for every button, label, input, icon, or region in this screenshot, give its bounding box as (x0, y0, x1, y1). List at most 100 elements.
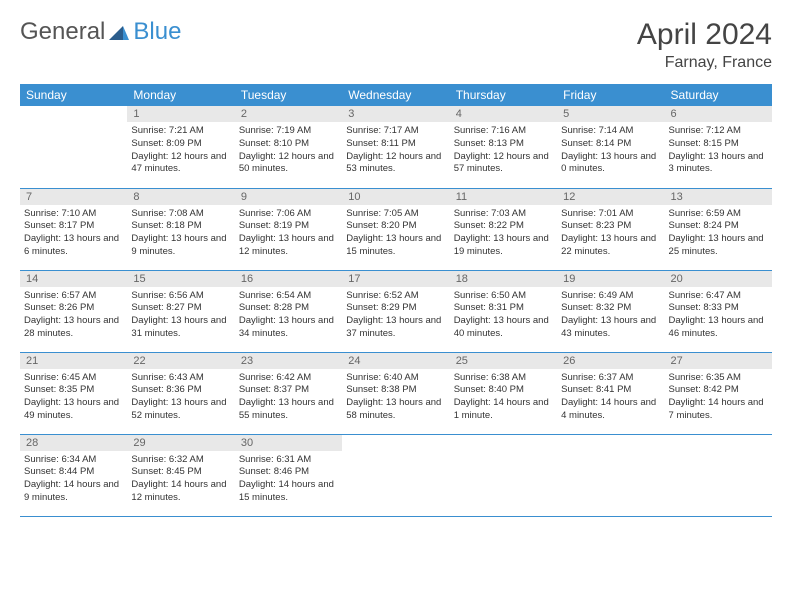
sunrise-line: Sunrise: 6:45 AM (24, 372, 123, 385)
calendar-cell: 5Sunrise: 7:14 AMSunset: 8:14 PMDaylight… (557, 106, 664, 188)
day-number: 11 (450, 189, 557, 205)
sunset-line: Sunset: 8:13 PM (454, 138, 553, 151)
daylight-line: Daylight: 14 hours and 9 minutes. (24, 479, 123, 505)
calendar-cell: 6Sunrise: 7:12 AMSunset: 8:15 PMDaylight… (665, 106, 772, 188)
day-details: Sunrise: 6:42 AMSunset: 8:37 PMDaylight:… (235, 369, 342, 425)
day-number: 24 (342, 353, 449, 369)
sunrise-line: Sunrise: 6:50 AM (454, 290, 553, 303)
day-number: 7 (20, 189, 127, 205)
day-number: 14 (20, 271, 127, 287)
sunrise-line: Sunrise: 7:01 AM (561, 208, 660, 221)
day-number: 13 (665, 189, 772, 205)
sunset-line: Sunset: 8:17 PM (24, 220, 123, 233)
day-details: Sunrise: 6:45 AMSunset: 8:35 PMDaylight:… (20, 369, 127, 425)
daylight-line: Daylight: 13 hours and 25 minutes. (669, 233, 768, 259)
sunset-line: Sunset: 8:29 PM (346, 302, 445, 315)
daylight-line: Daylight: 13 hours and 12 minutes. (239, 233, 338, 259)
weekday-header: Thursday (450, 84, 557, 106)
daylight-line: Daylight: 13 hours and 58 minutes. (346, 397, 445, 423)
day-details: Sunrise: 6:47 AMSunset: 8:33 PMDaylight:… (665, 287, 772, 343)
calendar-cell: 22Sunrise: 6:43 AMSunset: 8:36 PMDayligh… (127, 352, 234, 434)
calendar-cell: 13Sunrise: 6:59 AMSunset: 8:24 PMDayligh… (665, 188, 772, 270)
day-details: Sunrise: 6:57 AMSunset: 8:26 PMDaylight:… (20, 287, 127, 343)
day-details: Sunrise: 6:40 AMSunset: 8:38 PMDaylight:… (342, 369, 449, 425)
calendar-row: 1Sunrise: 7:21 AMSunset: 8:09 PMDaylight… (20, 106, 772, 188)
day-number: 2 (235, 106, 342, 122)
sunset-line: Sunset: 8:24 PM (669, 220, 768, 233)
sunset-line: Sunset: 8:15 PM (669, 138, 768, 151)
day-details: Sunrise: 6:37 AMSunset: 8:41 PMDaylight:… (557, 369, 664, 425)
page-title: April 2024 (637, 18, 772, 52)
day-details: Sunrise: 6:50 AMSunset: 8:31 PMDaylight:… (450, 287, 557, 343)
calendar-cell: 15Sunrise: 6:56 AMSunset: 8:27 PMDayligh… (127, 270, 234, 352)
daylight-line: Daylight: 13 hours and 22 minutes. (561, 233, 660, 259)
day-details: Sunrise: 6:49 AMSunset: 8:32 PMDaylight:… (557, 287, 664, 343)
daylight-line: Daylight: 13 hours and 3 minutes. (669, 151, 768, 177)
weekday-header: Monday (127, 84, 234, 106)
day-details: Sunrise: 7:10 AMSunset: 8:17 PMDaylight:… (20, 205, 127, 261)
day-number: 4 (450, 106, 557, 122)
calendar-cell: 26Sunrise: 6:37 AMSunset: 8:41 PMDayligh… (557, 352, 664, 434)
day-details: Sunrise: 7:12 AMSunset: 8:15 PMDaylight:… (665, 122, 772, 178)
calendar-cell: 23Sunrise: 6:42 AMSunset: 8:37 PMDayligh… (235, 352, 342, 434)
day-details: Sunrise: 7:16 AMSunset: 8:13 PMDaylight:… (450, 122, 557, 178)
calendar-row: 14Sunrise: 6:57 AMSunset: 8:26 PMDayligh… (20, 270, 772, 352)
calendar-cell (665, 434, 772, 516)
daylight-line: Daylight: 13 hours and 49 minutes. (24, 397, 123, 423)
sunrise-line: Sunrise: 6:37 AM (561, 372, 660, 385)
weekday-header: Wednesday (342, 84, 449, 106)
daylight-line: Daylight: 12 hours and 50 minutes. (239, 151, 338, 177)
day-number: 20 (665, 271, 772, 287)
sunrise-line: Sunrise: 6:38 AM (454, 372, 553, 385)
day-details: Sunrise: 6:52 AMSunset: 8:29 PMDaylight:… (342, 287, 449, 343)
calendar-cell: 27Sunrise: 6:35 AMSunset: 8:42 PMDayligh… (665, 352, 772, 434)
calendar-cell: 17Sunrise: 6:52 AMSunset: 8:29 PMDayligh… (342, 270, 449, 352)
sunset-line: Sunset: 8:23 PM (561, 220, 660, 233)
day-details: Sunrise: 7:14 AMSunset: 8:14 PMDaylight:… (557, 122, 664, 178)
day-number: 1 (127, 106, 234, 122)
calendar-cell: 20Sunrise: 6:47 AMSunset: 8:33 PMDayligh… (665, 270, 772, 352)
weekday-header: Sunday (20, 84, 127, 106)
sunrise-line: Sunrise: 7:21 AM (131, 125, 230, 138)
day-number: 15 (127, 271, 234, 287)
calendar-cell: 30Sunrise: 6:31 AMSunset: 8:46 PMDayligh… (235, 434, 342, 516)
weekday-header: Tuesday (235, 84, 342, 106)
calendar-cell (450, 434, 557, 516)
sunrise-line: Sunrise: 6:31 AM (239, 454, 338, 467)
day-details: Sunrise: 7:01 AMSunset: 8:23 PMDaylight:… (557, 205, 664, 261)
logo: General Blue (20, 18, 181, 46)
calendar-cell: 24Sunrise: 6:40 AMSunset: 8:38 PMDayligh… (342, 352, 449, 434)
day-details: Sunrise: 6:35 AMSunset: 8:42 PMDaylight:… (665, 369, 772, 425)
sunrise-line: Sunrise: 7:10 AM (24, 208, 123, 221)
sunset-line: Sunset: 8:20 PM (346, 220, 445, 233)
sunset-line: Sunset: 8:11 PM (346, 138, 445, 151)
sunset-line: Sunset: 8:18 PM (131, 220, 230, 233)
sunrise-line: Sunrise: 6:35 AM (669, 372, 768, 385)
day-number: 16 (235, 271, 342, 287)
daylight-line: Daylight: 13 hours and 40 minutes. (454, 315, 553, 341)
logo-word-2: Blue (133, 18, 181, 46)
daylight-line: Daylight: 13 hours and 0 minutes. (561, 151, 660, 177)
sunset-line: Sunset: 8:10 PM (239, 138, 338, 151)
daylight-line: Daylight: 14 hours and 4 minutes. (561, 397, 660, 423)
day-details: Sunrise: 7:17 AMSunset: 8:11 PMDaylight:… (342, 122, 449, 178)
sunset-line: Sunset: 8:45 PM (131, 466, 230, 479)
calendar-cell: 9Sunrise: 7:06 AMSunset: 8:19 PMDaylight… (235, 188, 342, 270)
calendar-body: 1Sunrise: 7:21 AMSunset: 8:09 PMDaylight… (20, 106, 772, 516)
calendar-table: Sunday Monday Tuesday Wednesday Thursday… (20, 84, 772, 517)
sunrise-line: Sunrise: 7:05 AM (346, 208, 445, 221)
sunrise-line: Sunrise: 7:12 AM (669, 125, 768, 138)
sunset-line: Sunset: 8:42 PM (669, 384, 768, 397)
calendar-cell (557, 434, 664, 516)
sunset-line: Sunset: 8:22 PM (454, 220, 553, 233)
sunset-line: Sunset: 8:32 PM (561, 302, 660, 315)
sunset-line: Sunset: 8:33 PM (669, 302, 768, 315)
day-number: 8 (127, 189, 234, 205)
daylight-line: Daylight: 14 hours and 12 minutes. (131, 479, 230, 505)
day-details: Sunrise: 7:06 AMSunset: 8:19 PMDaylight:… (235, 205, 342, 261)
sunrise-line: Sunrise: 6:34 AM (24, 454, 123, 467)
sunrise-line: Sunrise: 6:47 AM (669, 290, 768, 303)
day-number: 28 (20, 435, 127, 451)
calendar-row: 28Sunrise: 6:34 AMSunset: 8:44 PMDayligh… (20, 434, 772, 516)
day-number: 18 (450, 271, 557, 287)
